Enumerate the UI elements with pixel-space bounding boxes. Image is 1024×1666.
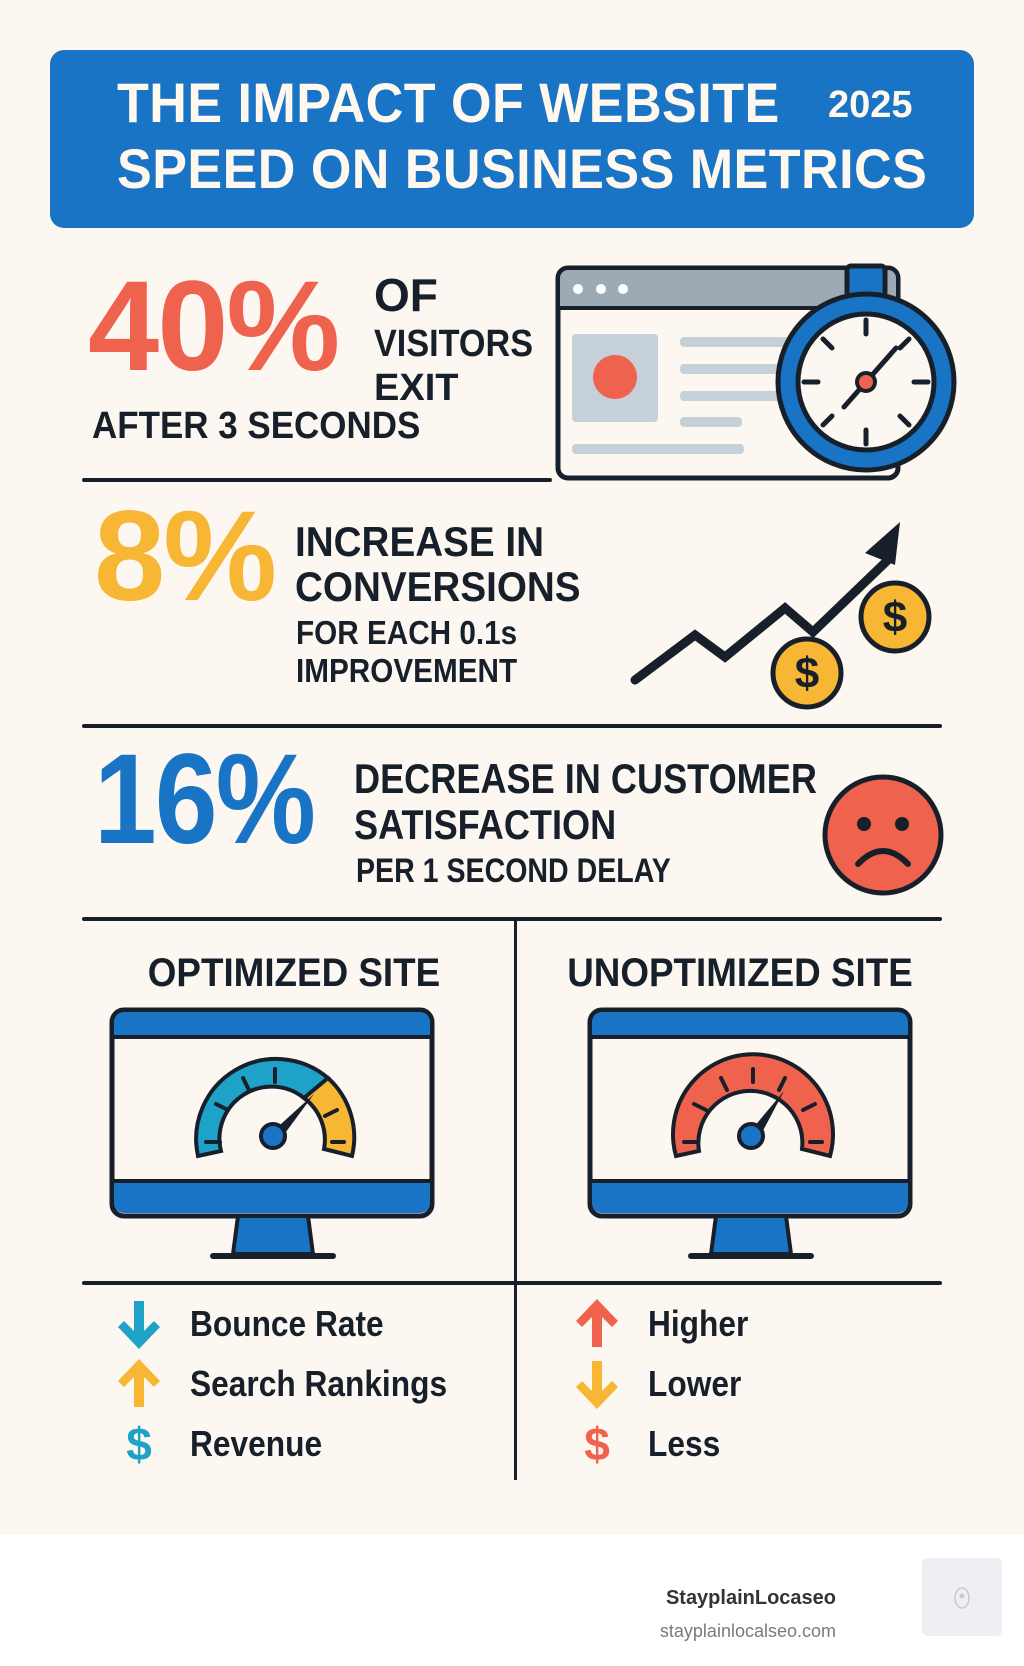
list-item: $ Revenue	[110, 1414, 482, 1474]
footer-url-link[interactable]: stayplainlocalseo.com	[659, 1621, 836, 1641]
list-item: Bounce Rate	[110, 1294, 482, 1354]
unoptimized-site-title: UNOPTIMIZED SITE	[567, 951, 913, 995]
slow-speedometer-monitor-icon	[587, 1007, 913, 1259]
optimized-benefits-list: Bounce Rate Search Rankings $ Revenue	[110, 1294, 482, 1474]
list-item: Search Rankings	[110, 1354, 482, 1414]
page-title: THE IMPACT OF WEBSITE SPEED ON BUSINESS …	[117, 70, 928, 202]
title-line-1: THE IMPACT OF WEBSITE	[117, 71, 780, 134]
list-item: Higher	[568, 1294, 762, 1354]
stat-8-text-2: CONVERSIONS	[295, 563, 581, 610]
year-label: 2025	[828, 84, 913, 126]
stat-8-value: 8%	[94, 485, 277, 628]
title-line-2: SPEED ON BUSINESS METRICS	[117, 137, 928, 200]
stat-8-text-1: INCREASE IN	[295, 518, 545, 565]
arrow-down-icon	[568, 1356, 626, 1412]
stat-40-text-3: EXIT	[374, 367, 459, 409]
section-divider	[82, 724, 942, 728]
svg-text:$: $	[795, 649, 819, 698]
infographic: THE IMPACT OF WEBSITE SPEED ON BUSINESS …	[0, 0, 1024, 1535]
dollar-icon: $	[584, 1418, 610, 1470]
arrow-up-icon	[110, 1356, 168, 1412]
stat-40-text-4: AFTER 3 SECONDS	[92, 405, 421, 447]
list-item: Lower	[568, 1354, 762, 1414]
browser-stopwatch-icon	[555, 263, 957, 481]
section-divider	[82, 478, 552, 482]
stat-16-text-1: DECREASE IN CUSTOMER	[354, 755, 817, 802]
stat-40-text-1: OF	[374, 269, 438, 321]
list-item: $ Less	[568, 1414, 762, 1474]
unoptimized-effects-list: Higher Lower $ Less	[568, 1294, 762, 1474]
sad-face-icon	[822, 774, 944, 896]
stat-40-text-2: VISITORS	[374, 323, 534, 365]
arrow-up-icon	[568, 1296, 626, 1352]
arrow-down-icon	[110, 1296, 168, 1352]
brand-logo-icon	[922, 1558, 1002, 1636]
stat-16-text-3: PER 1 SECOND DELAY	[356, 852, 671, 890]
fast-speedometer-monitor-icon	[109, 1007, 435, 1259]
stat-8-text-3: FOR EACH 0.1s	[296, 614, 518, 651]
section-divider	[82, 1281, 942, 1285]
dollar-icon: $	[126, 1418, 152, 1470]
stat-40-value: 40%	[88, 255, 340, 398]
footer-brand-name: StayplainLocaseo	[665, 1587, 836, 1609]
optimized-site-title: OPTIMIZED SITE	[147, 951, 441, 995]
section-divider	[82, 917, 942, 921]
svg-text:$: $	[883, 593, 907, 642]
title-banner	[50, 50, 974, 228]
stat-8-text-4: IMPROVEMENT	[296, 652, 518, 689]
stat-16-value: 16%	[94, 728, 316, 871]
stat-16-text-2: SATISFACTION	[354, 801, 617, 848]
trend-up-dollar-icon: $ $	[630, 522, 932, 710]
column-divider	[514, 920, 517, 1480]
